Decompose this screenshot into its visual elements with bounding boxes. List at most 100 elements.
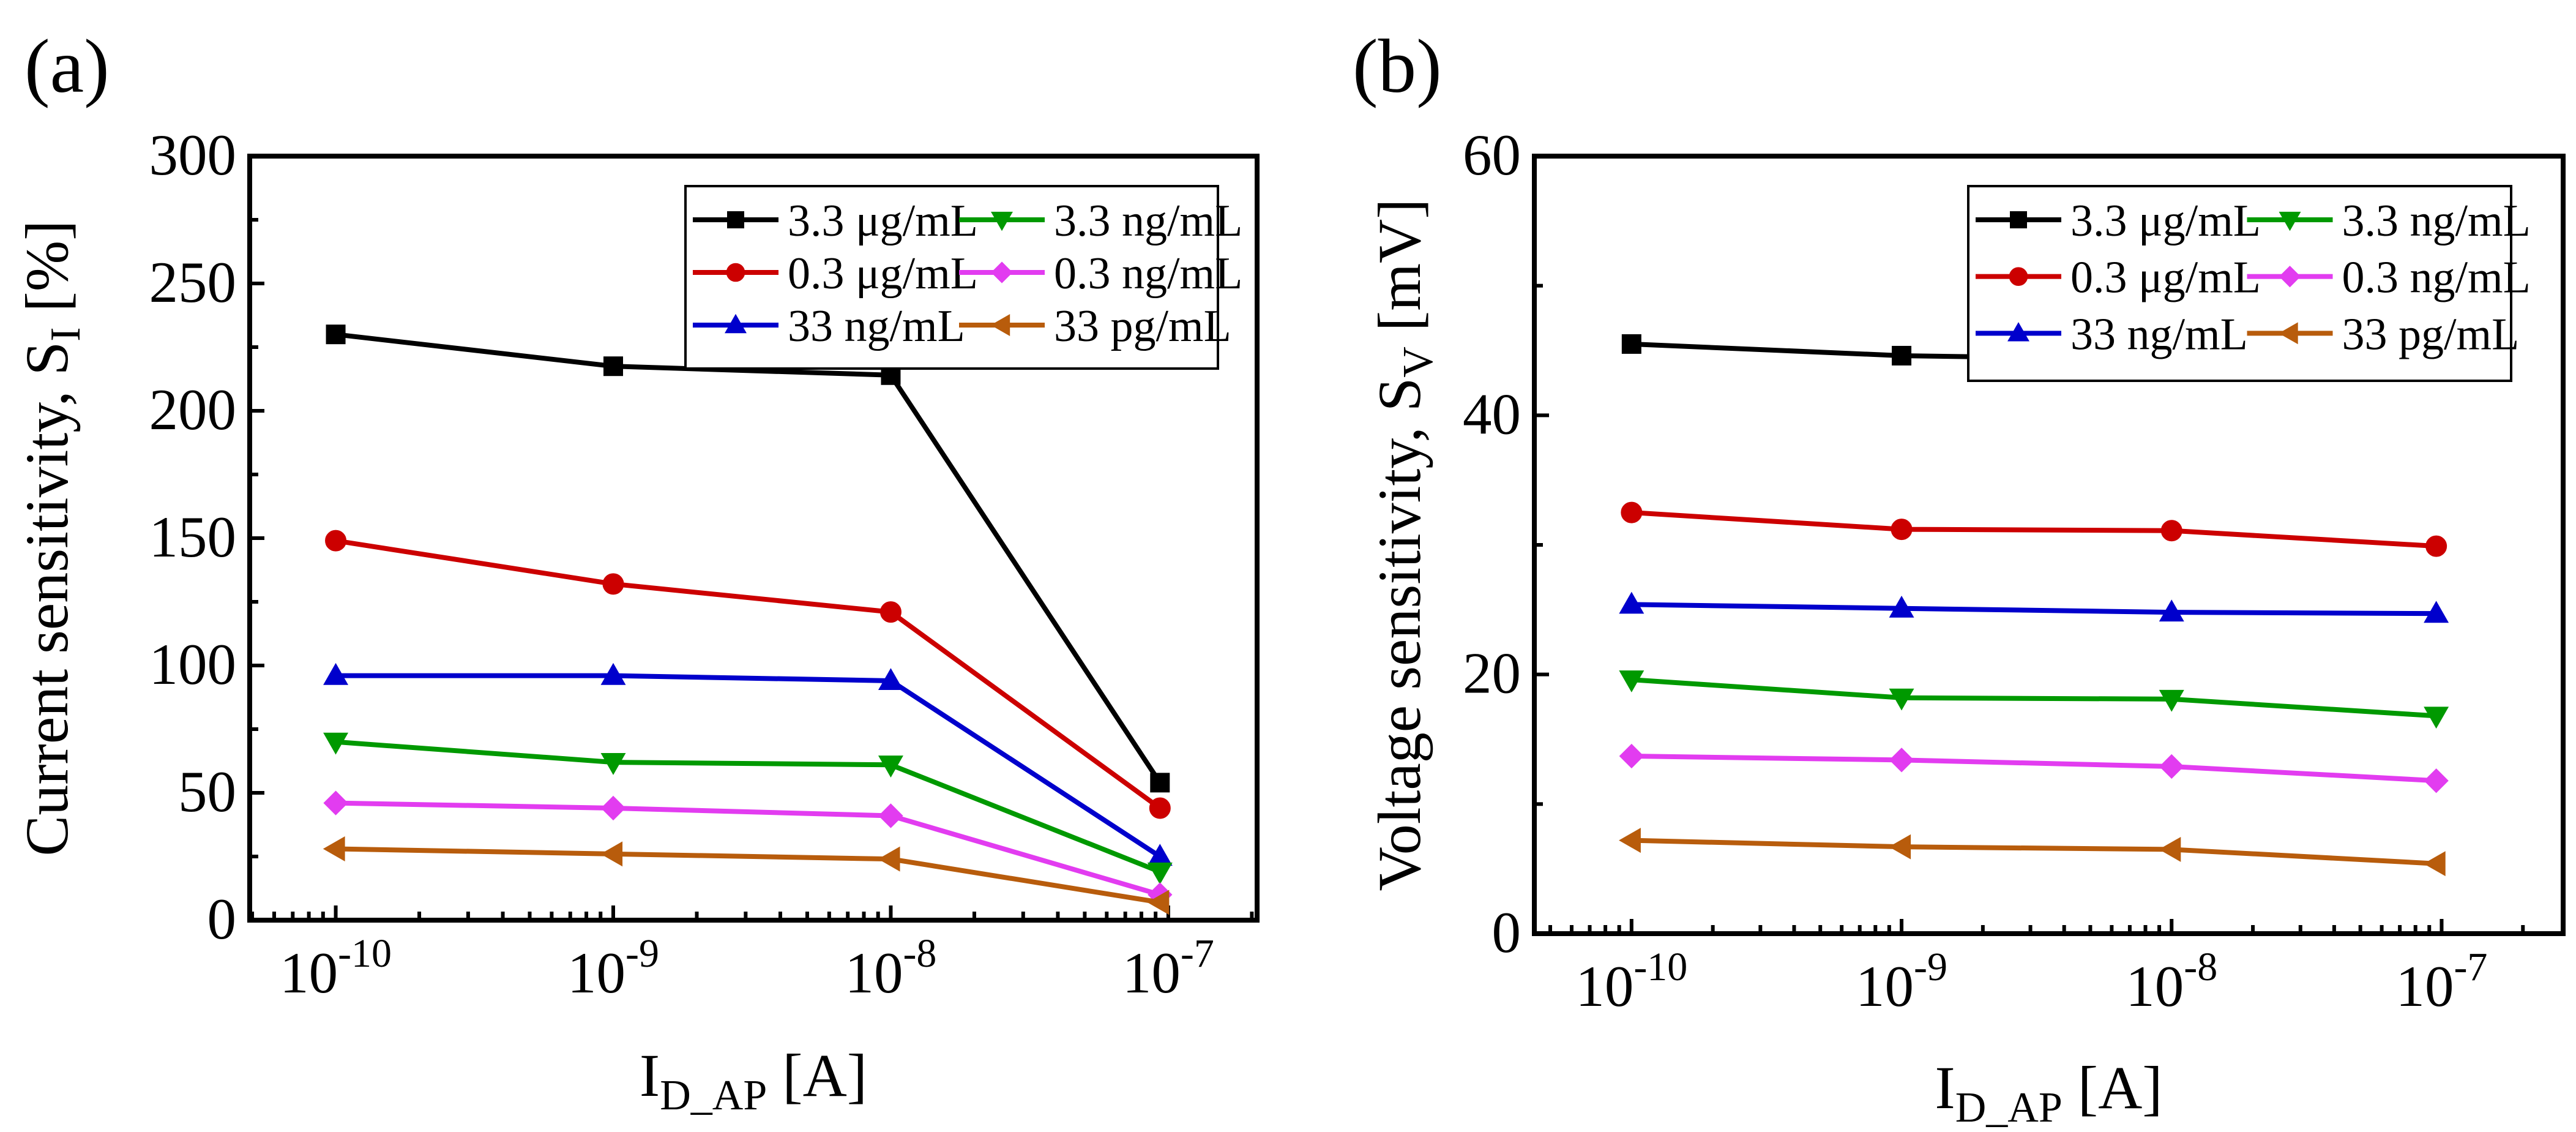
data-point (2423, 851, 2446, 877)
legend-label: 33 pg/mL (2342, 309, 2520, 359)
legend-marker (991, 211, 1013, 231)
data-point (1619, 670, 1645, 692)
series-line (335, 800, 1161, 898)
series-line (1631, 602, 2436, 617)
data-point (600, 841, 623, 867)
y-tick-label: 200 (149, 377, 237, 442)
legend-item: 33 ng/mL (1976, 309, 2248, 359)
y-tick-label: 0 (207, 886, 237, 951)
legend-label: 33 ng/mL (2070, 309, 2248, 359)
x-axis-label-unit: [A] (767, 1041, 867, 1109)
x-axis-label-main: I (1935, 1054, 1955, 1122)
x-tick-base: 10 (1122, 940, 1181, 1005)
data-point (1889, 834, 1911, 860)
data-point (1147, 890, 1170, 915)
data-point (2159, 599, 2184, 622)
data-point (1619, 743, 1644, 769)
series-line (1631, 510, 2436, 549)
x-tick-base: 10 (1575, 954, 1633, 1019)
y-tick-label: 40 (1463, 381, 1521, 446)
legend-marker (991, 261, 1013, 283)
data-point (878, 803, 903, 828)
legend-item: 0.3 ng/mL (959, 249, 1242, 299)
y-axis-label: Current sensitivity, SI [%] (13, 220, 89, 856)
legend-label: 3.3 ng/mL (1054, 196, 1242, 246)
data-point (2424, 768, 2449, 793)
y-tick-label: 250 (149, 250, 237, 315)
y-tick-label: 60 (1463, 122, 1521, 187)
legend-marker (727, 211, 744, 228)
x-tick-exponent: -7 (1181, 931, 1214, 976)
legend-label: 0.3 μg/mL (2070, 253, 2261, 303)
data-point (878, 755, 903, 778)
legend-marker (725, 313, 747, 334)
series-2 (323, 662, 1173, 866)
legend-label: 3.3 ng/mL (2342, 196, 2531, 246)
legend-item: 3.3 ng/mL (2247, 196, 2531, 246)
series-1 (1621, 501, 2447, 557)
legend-label: 33 pg/mL (1054, 301, 1231, 351)
series-line (1631, 838, 2436, 866)
data-point (1147, 844, 1173, 866)
series-line (335, 538, 1162, 811)
y-axis-label-main: Current sensitivity, S (13, 342, 81, 856)
legend-box (684, 185, 1219, 370)
data-point (1619, 591, 1645, 614)
panel-label: (b) (1353, 24, 1442, 109)
x-tick-exponent: -10 (338, 931, 392, 976)
legend-item: 0.3 μg/mL (693, 249, 978, 299)
x-tick-label: 10-10 (280, 931, 392, 1005)
data-point (1150, 773, 1170, 793)
legend-item: 33 ng/mL (693, 301, 965, 351)
series-3 (323, 732, 1173, 885)
data-point (2159, 689, 2184, 712)
data-point (1147, 862, 1173, 885)
legend-marker (2010, 211, 2027, 228)
series-5 (323, 836, 1170, 915)
y-tick-label: 100 (149, 632, 237, 697)
y-axis-label-sub: I (42, 327, 89, 341)
x-tick-label: 10-9 (567, 931, 659, 1005)
data-point (1891, 519, 1913, 541)
data-point (2159, 836, 2181, 862)
x-axis-label-sub: D_AP (660, 1072, 767, 1119)
x-tick-exponent: -9 (625, 931, 659, 976)
x-axis-label-sub: D_AP (1955, 1084, 2063, 1131)
data-point (2425, 535, 2447, 557)
y-axis-label-sub: V (1395, 347, 1442, 378)
y-tick-label: 0 (1492, 900, 1521, 965)
x-tick-exponent: -7 (2454, 945, 2487, 989)
panel-label: (a) (24, 24, 110, 109)
x-tick-base: 10 (845, 940, 903, 1005)
legend-item: 0.3 μg/mL (1976, 253, 2261, 303)
data-point (325, 530, 347, 552)
series-line (335, 739, 1161, 874)
legend-item: 3.3 μg/mL (693, 196, 978, 246)
series-line (335, 332, 1162, 784)
x-axis-label-unit: [A] (2063, 1054, 2163, 1122)
y-tick-label: 150 (149, 504, 237, 569)
data-point (326, 324, 346, 345)
legend-marker (990, 314, 1010, 336)
data-point (1621, 501, 1643, 523)
data-point (602, 573, 624, 595)
y-tick-label: 20 (1463, 641, 1521, 706)
series-2 (1619, 591, 2449, 623)
legend-marker (2279, 266, 2301, 288)
data-point (1619, 828, 1641, 853)
x-axis-label-main: I (640, 1041, 660, 1109)
legend-marker (2007, 322, 2029, 342)
y-tick-label: 300 (149, 122, 237, 187)
x-tick-base: 10 (2126, 954, 2184, 1019)
legend-marker (2279, 211, 2301, 231)
data-point (879, 601, 902, 623)
data-point (323, 836, 345, 861)
data-point (1889, 595, 1914, 618)
series-4 (1619, 743, 2449, 793)
y-tick-label: 50 (178, 759, 236, 824)
data-point (323, 732, 349, 755)
x-tick-base: 10 (280, 940, 338, 1005)
data-point (323, 790, 348, 815)
